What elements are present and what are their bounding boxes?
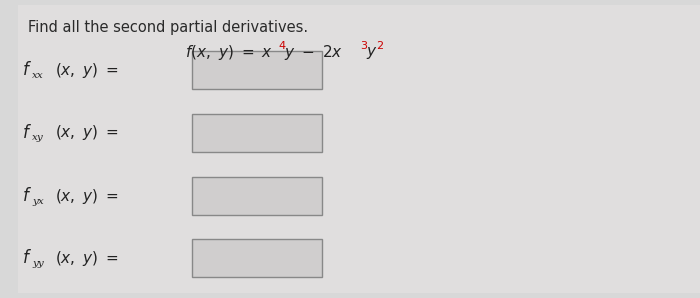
Text: $y\ -\ 2x$: $y\ -\ 2x$	[284, 44, 343, 63]
Text: $f$: $f$	[22, 124, 32, 142]
Text: $2$: $2$	[376, 39, 384, 51]
Text: $f$: $f$	[22, 61, 32, 79]
Text: $y$: $y$	[366, 45, 377, 61]
Text: yy: yy	[32, 258, 43, 268]
FancyBboxPatch shape	[192, 239, 322, 277]
Text: $(x,\ y)\ =$: $(x,\ y)\ =$	[55, 60, 119, 80]
Text: $(x,\ y)\ =$: $(x,\ y)\ =$	[55, 123, 119, 142]
Text: xy: xy	[32, 134, 43, 142]
Text: yx: yx	[32, 196, 43, 206]
Text: $4$: $4$	[278, 39, 286, 51]
Text: $3$: $3$	[360, 39, 368, 51]
FancyBboxPatch shape	[192, 114, 322, 152]
Text: Find all the second partial derivatives.: Find all the second partial derivatives.	[28, 20, 308, 35]
Text: xx: xx	[32, 71, 43, 80]
Text: $(x,\ y)\ =$: $(x,\ y)\ =$	[55, 249, 119, 268]
Text: $f$: $f$	[22, 187, 32, 205]
Text: $f(x,\ y)\ =\ x$: $f(x,\ y)\ =\ x$	[185, 44, 273, 63]
FancyBboxPatch shape	[192, 51, 322, 89]
Text: $f$: $f$	[22, 249, 32, 267]
Text: $(x,\ y)\ =$: $(x,\ y)\ =$	[55, 187, 119, 206]
FancyBboxPatch shape	[192, 177, 322, 215]
